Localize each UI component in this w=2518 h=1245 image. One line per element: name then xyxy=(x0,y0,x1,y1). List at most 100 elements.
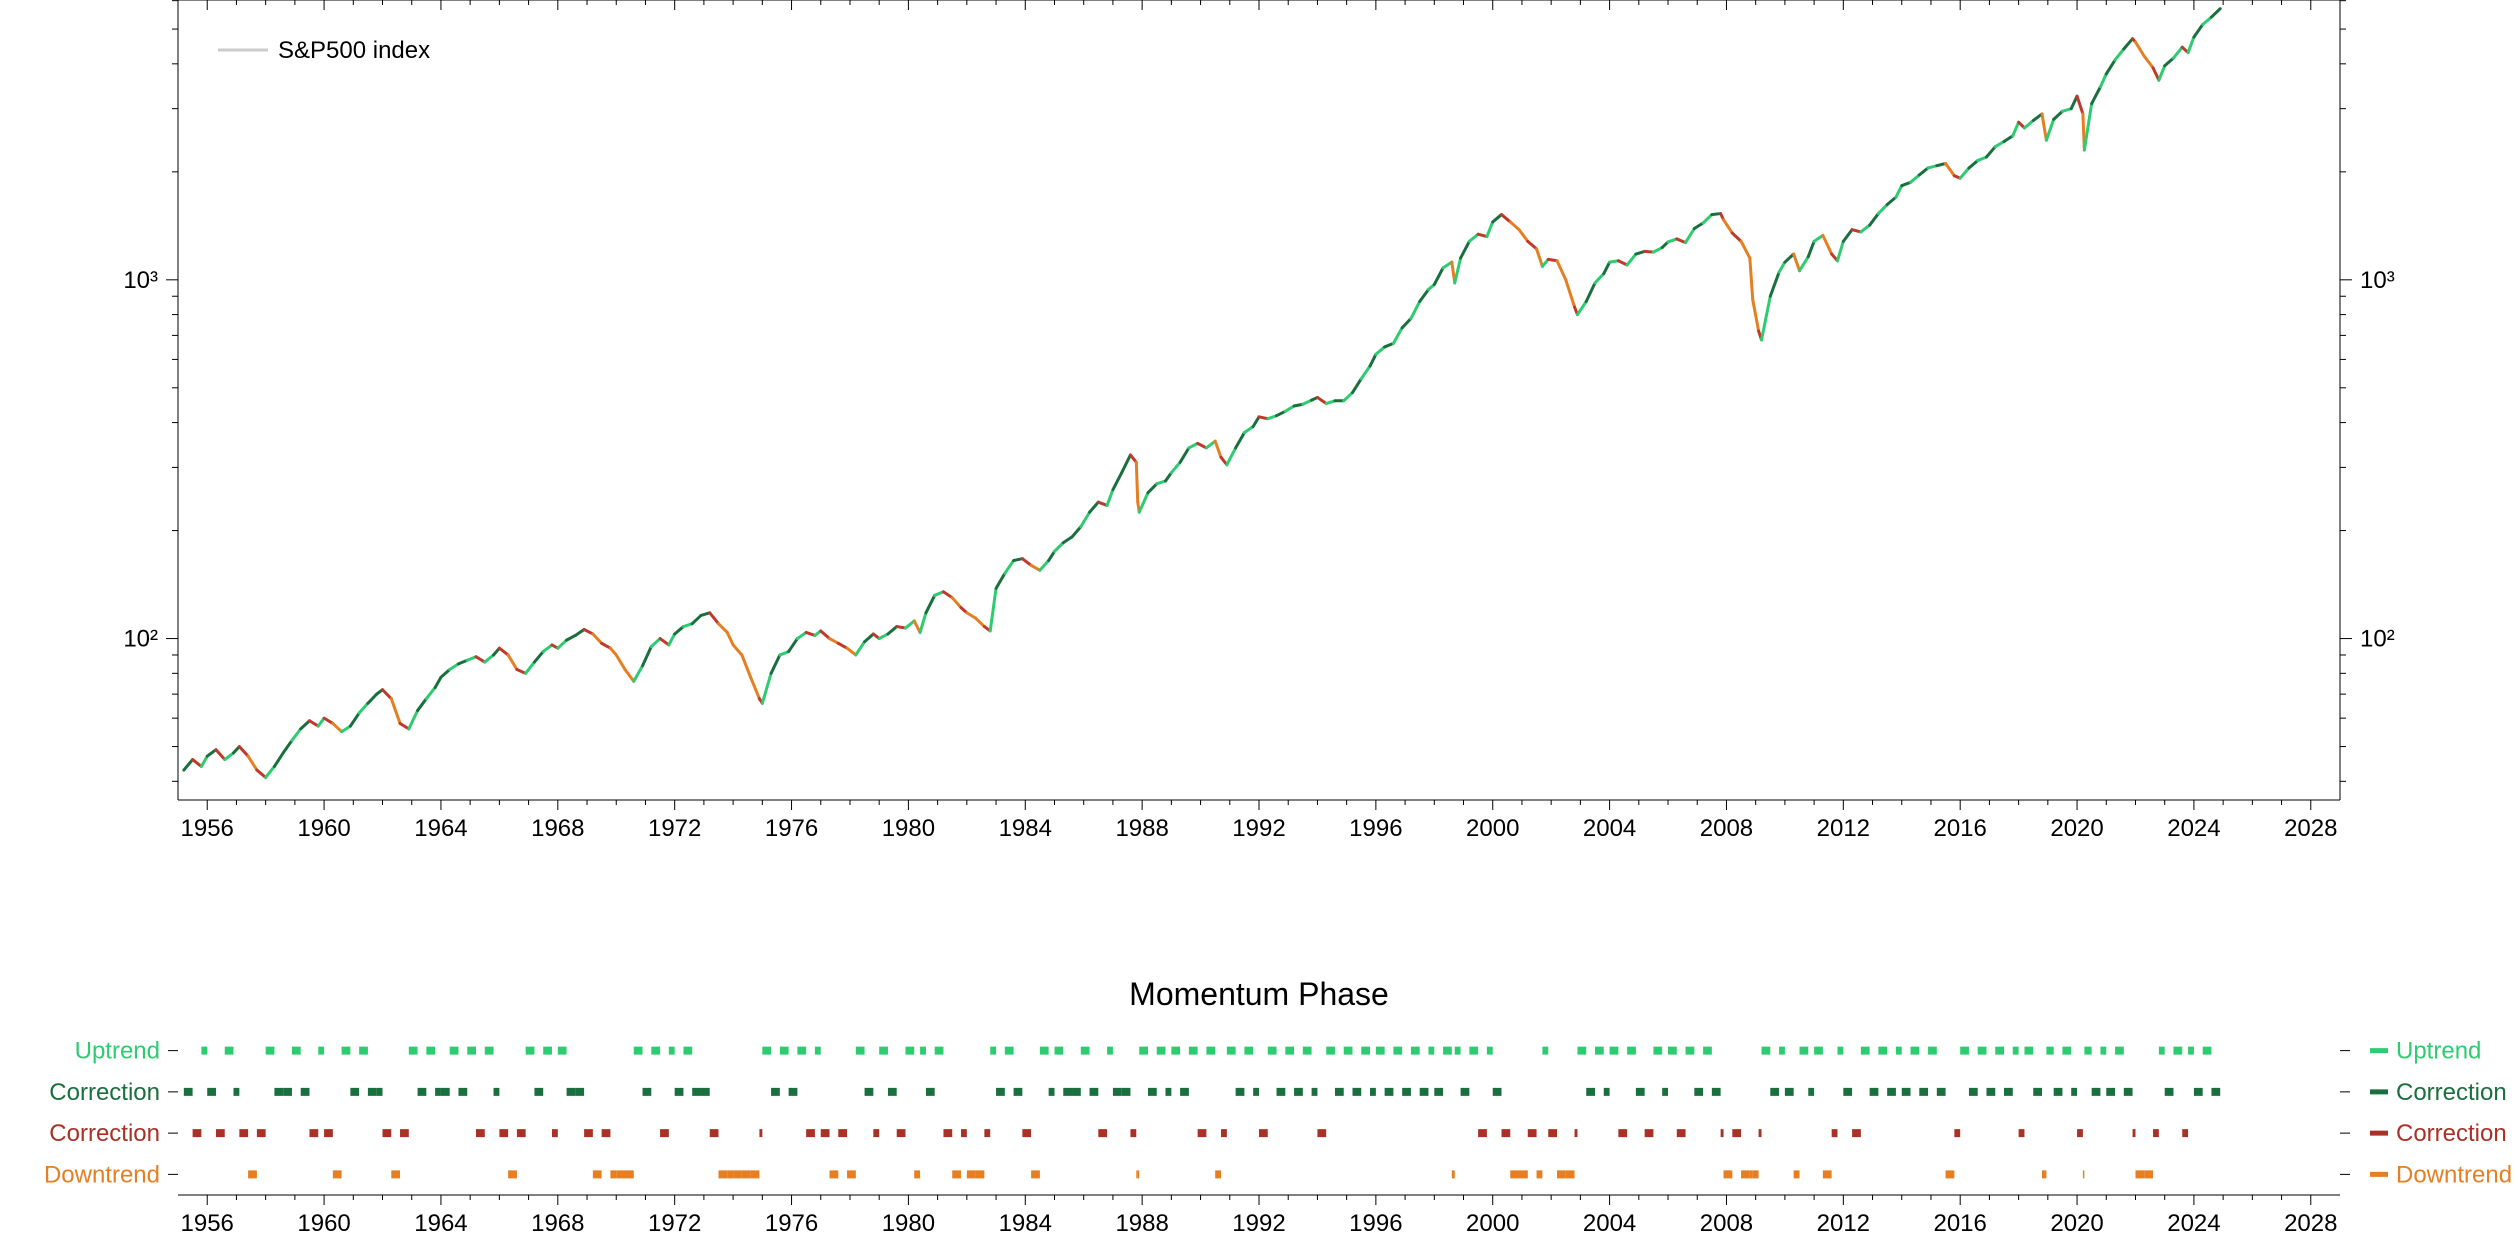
price-segment xyxy=(1063,537,1072,543)
price-segment xyxy=(2042,114,2046,140)
phase-xtick-label: 2020 xyxy=(2050,1210,2103,1237)
price-segment xyxy=(1995,141,2004,146)
price-segment xyxy=(216,750,225,760)
price-segment xyxy=(1808,241,1814,256)
price-segment xyxy=(543,645,552,652)
price-segment xyxy=(1049,551,1055,560)
price-segment xyxy=(558,640,567,648)
price-segment xyxy=(1510,222,1519,230)
price-segment xyxy=(359,703,368,713)
price-segment xyxy=(1501,215,1510,222)
legend-label: S&P500 index xyxy=(278,37,430,64)
price-segment xyxy=(418,699,427,711)
price-segment xyxy=(1814,235,1823,241)
price-segment xyxy=(1686,229,1695,243)
price-segment xyxy=(1960,168,1969,178)
price-segment xyxy=(1317,397,1326,403)
price-segment xyxy=(847,648,856,655)
phase-row-label-left: Correction xyxy=(49,1120,160,1147)
price-segment xyxy=(1171,462,1180,472)
price-segment xyxy=(350,713,359,726)
price-segment xyxy=(2046,119,2053,140)
price-segment xyxy=(1911,175,1920,182)
phase-xtick-label: 2004 xyxy=(1583,1210,1636,1237)
price-segment xyxy=(1376,347,1385,354)
price-segment xyxy=(967,613,976,618)
price-segment xyxy=(309,721,318,726)
price-segment xyxy=(1843,230,1852,242)
price-segment xyxy=(1393,328,1402,344)
price-segment xyxy=(660,639,669,645)
price-segment xyxy=(301,721,310,729)
price-segment xyxy=(643,647,652,666)
price-segment xyxy=(2077,96,2083,114)
xtick-label: 2008 xyxy=(1700,815,1753,842)
price-segment xyxy=(2188,37,2194,53)
price-segment xyxy=(602,643,611,648)
price-segment xyxy=(1215,441,1221,457)
phase-title: Momentum Phase xyxy=(1129,976,1389,1012)
price-segment xyxy=(368,694,377,703)
price-segment xyxy=(1411,302,1420,319)
phase-row-label-right: Downtrend xyxy=(2396,1161,2512,1188)
price-segment xyxy=(1800,257,1809,271)
price-segment xyxy=(292,729,301,741)
price-segment xyxy=(593,634,602,643)
price-segment xyxy=(1420,289,1429,301)
price-segment xyxy=(435,677,441,687)
price-segment xyxy=(184,760,193,771)
price-segment xyxy=(1946,163,1955,175)
price-segment xyxy=(2092,87,2101,104)
phase-xtick-label: 1992 xyxy=(1232,1210,1285,1237)
price-segment xyxy=(409,711,418,729)
price-segment xyxy=(1823,235,1832,254)
price-segment xyxy=(1244,427,1253,433)
price-segment xyxy=(1370,354,1376,366)
price-segment xyxy=(1227,448,1236,465)
xtick-label: 1996 xyxy=(1349,815,1402,842)
price-segment xyxy=(333,723,342,731)
price-segment xyxy=(625,669,634,681)
phase-row-label-right: Correction xyxy=(2396,1120,2507,1147)
price-segment xyxy=(2124,39,2133,49)
ytick-label: 10² xyxy=(123,626,158,653)
price-segment xyxy=(856,642,865,655)
xtick-label: 1980 xyxy=(882,815,935,842)
price-segment xyxy=(719,624,728,633)
price-segment xyxy=(1344,393,1353,401)
price-segment xyxy=(2054,111,2063,119)
xtick-label: 2020 xyxy=(2050,815,2103,842)
price-segment xyxy=(2173,47,2182,58)
price-segment xyxy=(838,643,847,648)
price-segment xyxy=(1627,254,1636,265)
price-segment xyxy=(342,726,351,732)
price-segment xyxy=(2194,24,2203,37)
xtick-label: 1960 xyxy=(297,815,350,842)
price-segment xyxy=(1861,225,1870,232)
price-segment xyxy=(193,760,202,767)
price-segment xyxy=(1180,448,1189,462)
price-segment xyxy=(1285,406,1294,411)
price-segment xyxy=(283,740,292,752)
price-segment xyxy=(1113,473,1122,490)
price-segment xyxy=(1878,205,1887,214)
price-segment xyxy=(1402,319,1411,328)
price-segment xyxy=(499,648,508,655)
price-segment xyxy=(1090,502,1099,512)
price-segment xyxy=(257,770,266,777)
price-segment xyxy=(865,634,874,642)
price-segment xyxy=(2159,66,2165,80)
price-segment xyxy=(669,634,675,645)
price-segment xyxy=(742,655,751,677)
price-segment xyxy=(2144,56,2153,68)
price-segment xyxy=(426,688,435,699)
price-segment xyxy=(274,753,283,767)
phase-xtick-label: 2000 xyxy=(1466,1210,1519,1237)
price-segment xyxy=(1762,296,1771,340)
xtick-label: 1988 xyxy=(1115,815,1168,842)
price-segment xyxy=(710,613,719,624)
price-segment xyxy=(990,588,996,631)
price-segment xyxy=(1455,258,1461,283)
price-segment xyxy=(575,629,584,635)
price-segment xyxy=(391,699,400,724)
